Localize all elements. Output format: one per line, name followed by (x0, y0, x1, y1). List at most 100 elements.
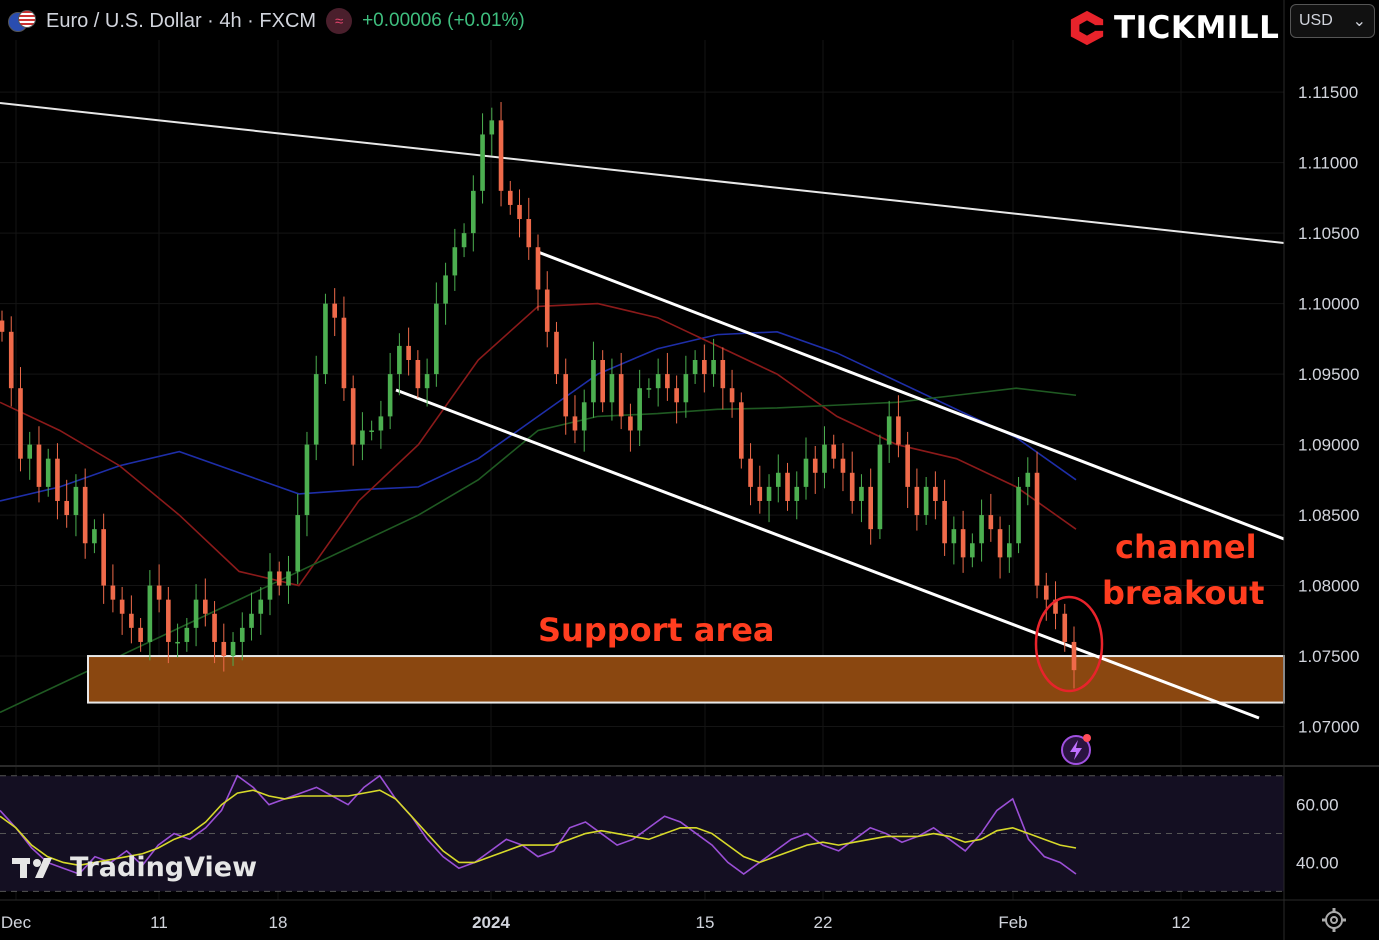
candle-body (119, 599, 125, 614)
candle-body (73, 486, 79, 516)
candle-body (212, 613, 217, 642)
candle-body (535, 247, 541, 290)
candle-body (110, 585, 116, 600)
price-change: +0.00006 (+0.01%) (362, 10, 525, 31)
indicator-icon[interactable]: ≈ (326, 8, 353, 34)
candle-body (138, 627, 143, 642)
rsi-tick-label: 40.00 (1296, 853, 1339, 872)
candle-body (249, 613, 254, 628)
channel-upper-line (537, 250, 1285, 541)
candle-body (979, 515, 984, 544)
candle-body (64, 500, 69, 516)
long-term-trendline (0, 102, 1285, 244)
y-tick-label: 1.10500 (1298, 224, 1359, 243)
candle-body (129, 613, 134, 628)
candle-body (683, 374, 689, 403)
candle-body (1016, 486, 1021, 544)
candle-body (101, 529, 106, 586)
gear-icon[interactable] (1320, 906, 1348, 934)
candle-body (498, 120, 504, 191)
breakout-highlight-circle (1034, 595, 1104, 693)
y-tick-label: 1.07500 (1298, 647, 1359, 666)
candle-body (896, 416, 901, 445)
rsi-line (0, 774, 1077, 875)
x-tick-label: 15 (696, 913, 715, 932)
candle-body (692, 360, 698, 375)
candle-body (785, 472, 790, 501)
candle-body (27, 444, 33, 459)
x-tick-label: 22 (814, 913, 833, 932)
y-tick-label: 1.07000 (1298, 718, 1359, 737)
eur-usd-flag-icon (8, 8, 36, 34)
candle-body (230, 641, 236, 657)
candle-body (563, 374, 569, 417)
candle-body (166, 599, 171, 642)
y-tick-label: 1.11000 (1298, 154, 1358, 173)
candle-body (803, 458, 809, 487)
x-tick-label: Dec (1, 913, 32, 932)
currency-select[interactable]: USD ⌄ (1290, 4, 1375, 38)
candle-body (812, 458, 818, 473)
candle-body (526, 219, 532, 248)
candle-body (415, 360, 421, 389)
candle-body (507, 190, 513, 205)
candle-body (1034, 472, 1040, 586)
candle-body (221, 641, 227, 657)
tradingview-watermark: TradingView (12, 852, 257, 883)
candle-body (1062, 613, 1068, 642)
moving-average-line (0, 331, 1077, 502)
candle-body (618, 374, 624, 417)
candle-body (868, 486, 873, 530)
candle-body (840, 458, 846, 473)
candle-body (766, 486, 772, 501)
candle-body (323, 303, 328, 375)
candle-body (369, 430, 374, 432)
candle-body (572, 416, 578, 431)
support-zone (87, 655, 1285, 704)
candle-body (942, 500, 947, 544)
candle-body (729, 388, 735, 403)
symbol-title[interactable]: Euro / U.S. Dollar · 4h · FXCM (46, 9, 317, 32)
candle-body (489, 120, 495, 135)
lightning-alert-icon[interactable] (1060, 732, 1094, 766)
candle-body (970, 543, 975, 558)
candle-body (18, 388, 23, 459)
candle-body (341, 317, 347, 389)
candle-body (8, 331, 14, 389)
candle-body (156, 585, 162, 600)
candle-body (757, 486, 763, 501)
candle-body (775, 472, 781, 487)
candle-body (276, 571, 282, 586)
candle-body (914, 486, 920, 516)
candle-body (702, 360, 707, 375)
candle-body (517, 204, 522, 220)
channel-breakout-label-line2: breakout (1102, 574, 1264, 612)
candle-body (387, 374, 393, 417)
candle-body (82, 486, 88, 544)
candle-body (1071, 641, 1077, 671)
support-area-label: Support area (538, 611, 775, 649)
candle-body (923, 486, 929, 516)
candle-body (655, 374, 661, 389)
watermark-text: TradingView (70, 852, 258, 883)
candle-body (434, 303, 439, 375)
candle-body (674, 388, 679, 403)
y-tick-label: 1.09000 (1298, 436, 1359, 455)
candle-body (92, 529, 97, 544)
annotations: Support area channel breakout (538, 528, 1264, 693)
brand-name: TICKMILL (1114, 10, 1280, 46)
candle-body (175, 641, 180, 644)
y-tick-label: 1.11500 (1298, 83, 1358, 102)
x-tick-label: 18 (269, 913, 288, 932)
tradingview-logo-icon (12, 857, 52, 878)
candle-body (905, 444, 910, 487)
rsi-tick-label: 60.00 (1296, 796, 1339, 815)
candle-body (951, 529, 957, 544)
candle-body (628, 416, 633, 431)
candle-body (360, 430, 365, 445)
candle-body (849, 472, 855, 501)
candle-body (203, 599, 208, 614)
candle-body (886, 416, 892, 445)
candle-body (45, 458, 51, 487)
